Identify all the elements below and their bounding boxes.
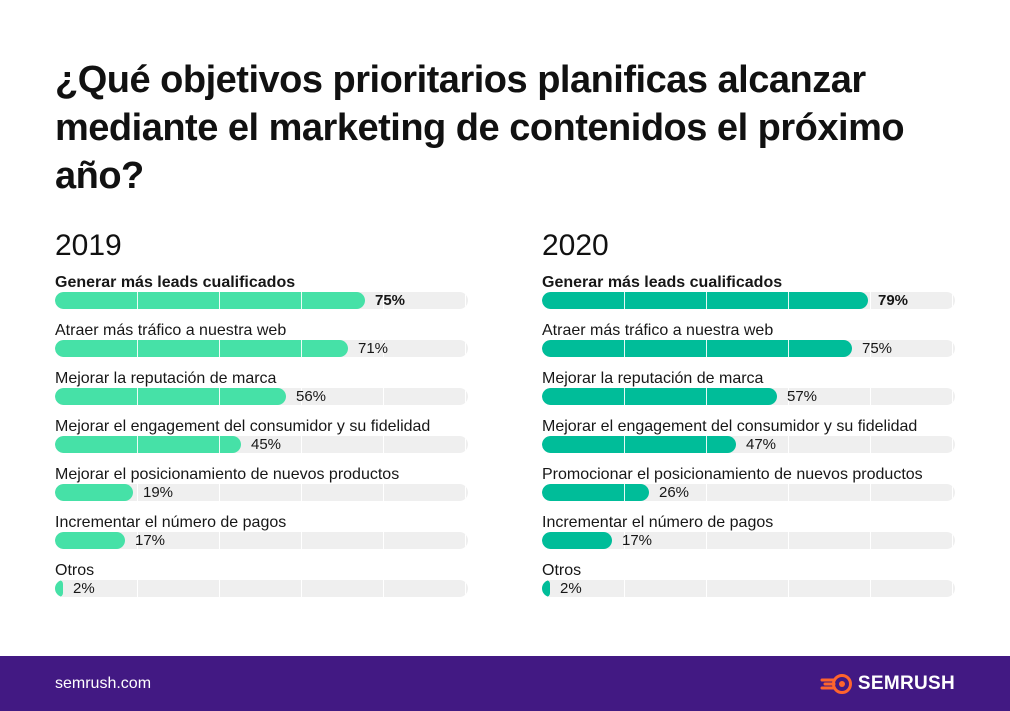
bar: [55, 436, 241, 453]
bar: [55, 388, 286, 405]
bar: [542, 436, 736, 453]
bar-row: Mejorar el engagement del consumidor y s…: [542, 418, 955, 466]
bar-track: [542, 292, 955, 309]
bar: [542, 388, 777, 405]
bar-track: [55, 580, 468, 597]
bar-row: Promocionar el posicionamiento de nuevos…: [542, 466, 955, 514]
bar: [542, 292, 868, 309]
bar-row: Incrementar el número de pagos 17%: [542, 514, 955, 562]
category-label: Mejorar el posicionamiento de nuevos pro…: [55, 466, 400, 483]
bar-row: Atraer más tráfico a nuestra web 71%: [55, 322, 468, 370]
chart-panel-2020: 2020 Generar más leads cualificados 79% At…: [542, 226, 955, 610]
bar-row: Mejorar el engagement del consumidor y s…: [55, 418, 468, 466]
bar-row: Otros 2%: [542, 562, 955, 610]
bar-row: Generar más leads cualificados 75%: [55, 274, 468, 322]
value-label: 17%: [135, 532, 166, 549]
value-label: 79%: [878, 292, 909, 309]
bar-row: Atraer más tráfico a nuestra web 75%: [542, 322, 955, 370]
bar-row: Mejorar la reputación de marca 57%: [542, 370, 955, 418]
category-label: Mejorar la reputación de marca: [542, 370, 764, 387]
bar: [55, 580, 63, 597]
bar-rows-2019: Generar más leads cualificados 75% Atraer …: [55, 274, 468, 610]
bar-row: Mejorar el posicionamiento de nuevos pro…: [55, 466, 468, 514]
category-label: Otros: [55, 562, 95, 579]
bar-row: Incrementar el número de pagos 17%: [55, 514, 468, 562]
category-label: Promocionar el posicionamiento de nuevos…: [542, 466, 923, 483]
value-label: 75%: [862, 340, 893, 357]
bar-row: Generar más leads cualificados 79%: [542, 274, 955, 322]
value-label: 2%: [73, 580, 95, 597]
footer: semrush.com SEMRUSH: [0, 656, 1010, 711]
bar-track: [55, 292, 468, 309]
bar-track: [55, 484, 468, 501]
category-label: Mejorar el engagement del consumidor y s…: [55, 418, 431, 435]
category-label: Mejorar la reputación de marca: [55, 370, 277, 387]
bar-track: [542, 436, 955, 453]
category-label: Otros: [542, 562, 582, 579]
bar: [55, 292, 365, 309]
category-label: Incrementar el número de pagos: [542, 514, 774, 531]
value-label: 17%: [622, 532, 653, 549]
value-label: 71%: [358, 340, 389, 357]
category-label: Atraer más tráfico a nuestra web: [55, 322, 287, 339]
value-label: 26%: [659, 484, 690, 501]
footer-url-link[interactable]: semrush.com: [55, 675, 152, 692]
category-label: Incrementar el número de pagos: [55, 514, 287, 531]
category-label: Atraer más tráfico a nuestra web: [542, 322, 774, 339]
bar-track: [55, 340, 468, 357]
panel-title-2019: 2019: [55, 229, 122, 262]
bar-track: [542, 388, 955, 405]
bar-track: [55, 388, 468, 405]
value-label: 19%: [143, 484, 174, 501]
value-label: 75%: [375, 292, 406, 309]
bar-track: [542, 580, 955, 597]
panel-title-2020: 2020: [542, 229, 609, 262]
value-label: 45%: [251, 436, 282, 453]
bar-track: [55, 436, 468, 453]
value-label: 2%: [560, 580, 582, 597]
bar: [542, 340, 852, 357]
brand-logo[interactable]: SEMRUSH: [820, 672, 955, 696]
value-label: 56%: [296, 388, 327, 405]
bar: [542, 580, 550, 597]
bar-rows-2020: Generar más leads cualificados 79% Atraer …: [542, 274, 955, 610]
category-label: Mejorar el engagement del consumidor y s…: [542, 418, 918, 435]
bar-track: [542, 484, 955, 501]
semrush-fireball-icon: [820, 674, 852, 694]
category-label: Generar más leads cualificados: [55, 274, 296, 291]
bar: [55, 340, 348, 357]
bar-track: [542, 340, 955, 357]
bar: [55, 484, 133, 501]
chart-title: ¿Qué objetivos prioritarios planificas a…: [55, 59, 905, 197]
chart-panel-2019: 2019 Generar más leads cualificados 75% At…: [55, 226, 468, 610]
value-label: 47%: [746, 436, 777, 453]
bar: [55, 532, 125, 549]
bar-track: [542, 532, 955, 549]
brand-name: SEMRUSH: [857, 673, 955, 694]
bar: [542, 532, 612, 549]
bar-row: Mejorar la reputación de marca 56%: [55, 370, 468, 418]
category-label: Generar más leads cualificados: [542, 274, 783, 291]
bar: [542, 484, 649, 501]
value-label: 57%: [787, 388, 818, 405]
bar-track: [55, 532, 468, 549]
bar-row: Otros 2%: [55, 562, 468, 610]
